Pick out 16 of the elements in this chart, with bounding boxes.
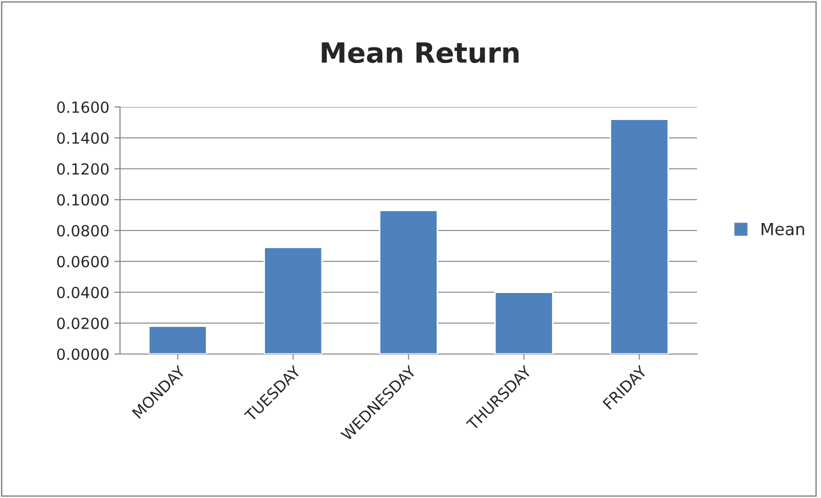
y-tick-label: 0.1000 <box>57 194 109 206</box>
legend-label: Mean <box>762 222 804 236</box>
y-tick-label: 0.0600 <box>57 256 109 268</box>
bar <box>610 118 669 354</box>
bar <box>378 210 438 354</box>
bar <box>494 292 554 354</box>
y-tick-label: 0.0400 <box>57 286 109 298</box>
y-tick-label: 0.0800 <box>57 224 109 237</box>
bar <box>264 246 323 354</box>
y-tick-label: 0.0200 <box>57 318 109 330</box>
y-tick-label: 0.1400 <box>57 132 109 144</box>
chart-title: Mean Return <box>322 42 519 64</box>
y-tick-label: 0.1200 <box>57 163 109 175</box>
y-tick-label: 0.0000 <box>57 348 109 360</box>
bar <box>148 326 208 354</box>
y-tick-label: 0.1600 <box>57 101 109 114</box>
